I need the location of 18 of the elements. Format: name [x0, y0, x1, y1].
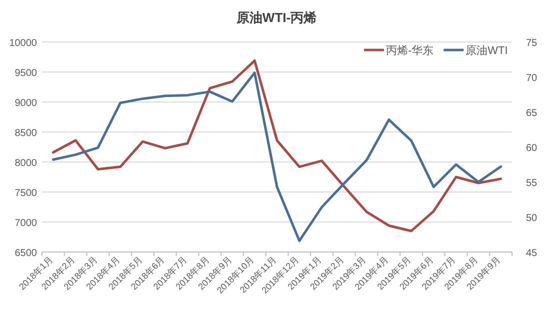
- y2-tick-label: 75: [526, 38, 538, 49]
- y-tick-label: 9000: [14, 98, 38, 109]
- y-tick-label: 7500: [14, 188, 38, 199]
- y-tick-label: 6500: [14, 248, 38, 259]
- y-tick-label: 8500: [14, 128, 38, 139]
- y2-tick-label: 45: [526, 248, 538, 259]
- y2-tick-label: 55: [526, 178, 538, 189]
- y2-tick-label: 65: [526, 108, 538, 119]
- y-tick-label: 9500: [14, 68, 38, 79]
- chart-title: 原油WTI-丙烯: [235, 10, 317, 25]
- y2-tick-label: 60: [526, 143, 538, 154]
- legend-label: 原油WTI: [466, 44, 508, 57]
- y-tick-label: 7000: [14, 218, 38, 229]
- legend-label: 丙烯-华东: [386, 44, 434, 57]
- y-tick-label: 8000: [14, 158, 38, 169]
- y2-tick-label: 70: [526, 73, 538, 84]
- y-tick-label: 10000: [9, 38, 38, 49]
- y2-tick-label: 50: [526, 213, 538, 224]
